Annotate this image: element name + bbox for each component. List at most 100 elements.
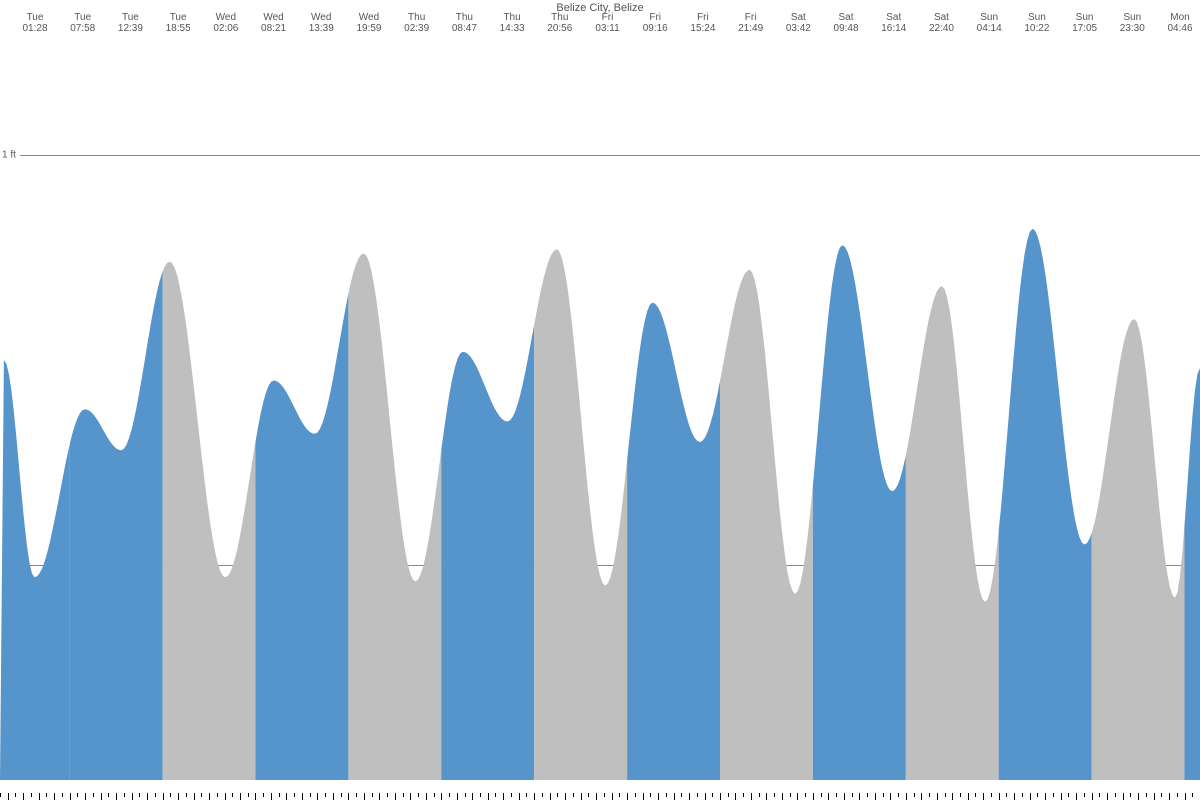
tick	[975, 793, 976, 797]
tick	[596, 793, 597, 800]
tick	[813, 793, 814, 800]
tick	[410, 793, 411, 800]
tick	[550, 793, 551, 800]
tick	[666, 793, 667, 797]
tick	[650, 793, 651, 797]
tick	[418, 793, 419, 797]
tick	[124, 793, 125, 797]
tick	[1177, 793, 1178, 797]
tick	[1045, 793, 1046, 800]
tick	[759, 793, 760, 797]
tick	[15, 793, 16, 797]
tick	[1146, 793, 1147, 797]
tick	[93, 793, 94, 797]
tick	[116, 793, 117, 800]
tick	[1185, 793, 1186, 800]
tick	[1006, 793, 1007, 797]
tick	[379, 793, 380, 800]
tick	[1014, 793, 1015, 800]
tick	[54, 793, 55, 800]
tick	[604, 793, 605, 797]
tick	[898, 793, 899, 797]
tick	[217, 793, 218, 797]
tick	[62, 793, 63, 797]
tick	[1192, 793, 1193, 797]
tick	[573, 793, 574, 797]
tick	[511, 793, 512, 797]
tick	[674, 793, 675, 800]
tick	[821, 793, 822, 797]
tick	[1084, 793, 1085, 797]
tick	[588, 793, 589, 797]
tick	[983, 793, 984, 800]
tick	[403, 793, 404, 797]
tick	[488, 793, 489, 800]
tick	[1030, 793, 1031, 800]
tick	[333, 793, 334, 800]
tick	[472, 793, 473, 800]
tick	[364, 793, 365, 800]
tick	[186, 793, 187, 797]
tick	[782, 793, 783, 800]
tick	[883, 793, 884, 797]
tick	[689, 793, 690, 800]
tick	[139, 793, 140, 797]
tick	[968, 793, 969, 800]
tick	[426, 793, 427, 800]
tick	[434, 793, 435, 797]
tick	[1076, 793, 1077, 800]
tick	[325, 793, 326, 797]
tick	[921, 793, 922, 800]
tick	[790, 793, 791, 797]
tick	[0, 793, 1, 797]
tick	[705, 793, 706, 800]
tick	[766, 793, 767, 800]
tick	[240, 793, 241, 800]
tick	[612, 793, 613, 800]
tick	[248, 793, 249, 797]
tick	[805, 793, 806, 797]
tick	[457, 793, 458, 800]
tick	[937, 793, 938, 800]
tick	[697, 793, 698, 797]
tick	[681, 793, 682, 797]
tick	[712, 793, 713, 797]
tick	[46, 793, 47, 797]
tick	[945, 793, 946, 797]
tick	[441, 793, 442, 800]
tick	[1130, 793, 1131, 797]
tick	[720, 793, 721, 800]
tick	[1154, 793, 1155, 800]
tick	[147, 793, 148, 800]
tick	[581, 793, 582, 800]
tick	[132, 793, 133, 800]
tick	[310, 793, 311, 797]
tick	[341, 793, 342, 797]
tick	[387, 793, 388, 797]
tick	[859, 793, 860, 800]
tick	[852, 793, 853, 797]
tick	[225, 793, 226, 800]
tick	[728, 793, 729, 797]
tick	[743, 793, 744, 797]
tick	[526, 793, 527, 797]
tick	[232, 793, 233, 797]
tick	[31, 793, 32, 797]
tick	[1037, 793, 1038, 797]
tick	[271, 793, 272, 800]
tick	[519, 793, 520, 800]
tick	[155, 793, 156, 797]
tick	[178, 793, 179, 800]
tick	[875, 793, 876, 800]
tick	[8, 793, 9, 800]
tick	[952, 793, 953, 800]
tick	[372, 793, 373, 797]
tick	[101, 793, 102, 800]
tick	[929, 793, 930, 797]
tick	[960, 793, 961, 797]
tick	[914, 793, 915, 797]
tick	[534, 793, 535, 800]
tick	[70, 793, 71, 800]
tick	[1169, 793, 1170, 800]
tick	[643, 793, 644, 800]
